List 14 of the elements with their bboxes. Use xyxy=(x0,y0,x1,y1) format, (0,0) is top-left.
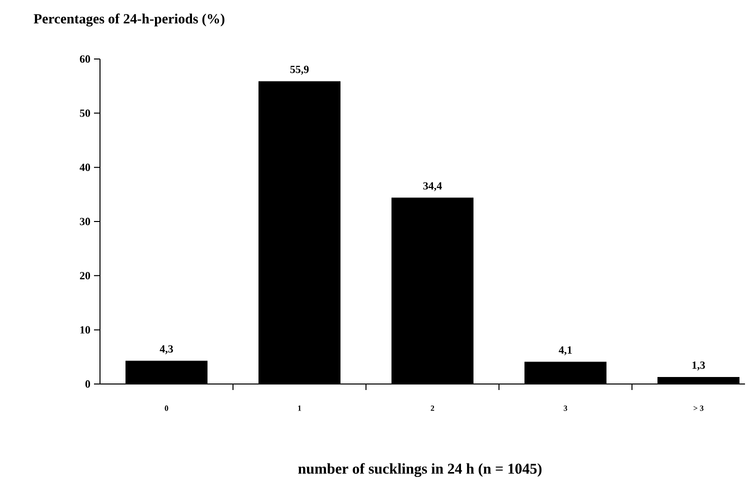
data-label: 4,3 xyxy=(160,345,173,354)
y-tick-label: 40 xyxy=(80,164,90,172)
y-tick-label: 60 xyxy=(80,55,90,63)
data-label: 1,3 xyxy=(692,361,705,370)
y-tick-label: 0 xyxy=(85,380,90,388)
y-axis-title: Percentages of 24-h-periods (%) xyxy=(34,14,224,26)
y-tick-label: 10 xyxy=(80,326,90,334)
x-axis-title: number of sucklings in 24 h (n = 1045) xyxy=(298,463,542,477)
y-tick-label: 30 xyxy=(80,218,90,226)
data-label: 4,1 xyxy=(558,346,572,356)
data-label: 34,4 xyxy=(423,182,442,192)
y-tick-label: 50 xyxy=(80,109,90,117)
y-tick-label: 20 xyxy=(80,272,90,280)
data-label: 55,9 xyxy=(290,66,309,75)
